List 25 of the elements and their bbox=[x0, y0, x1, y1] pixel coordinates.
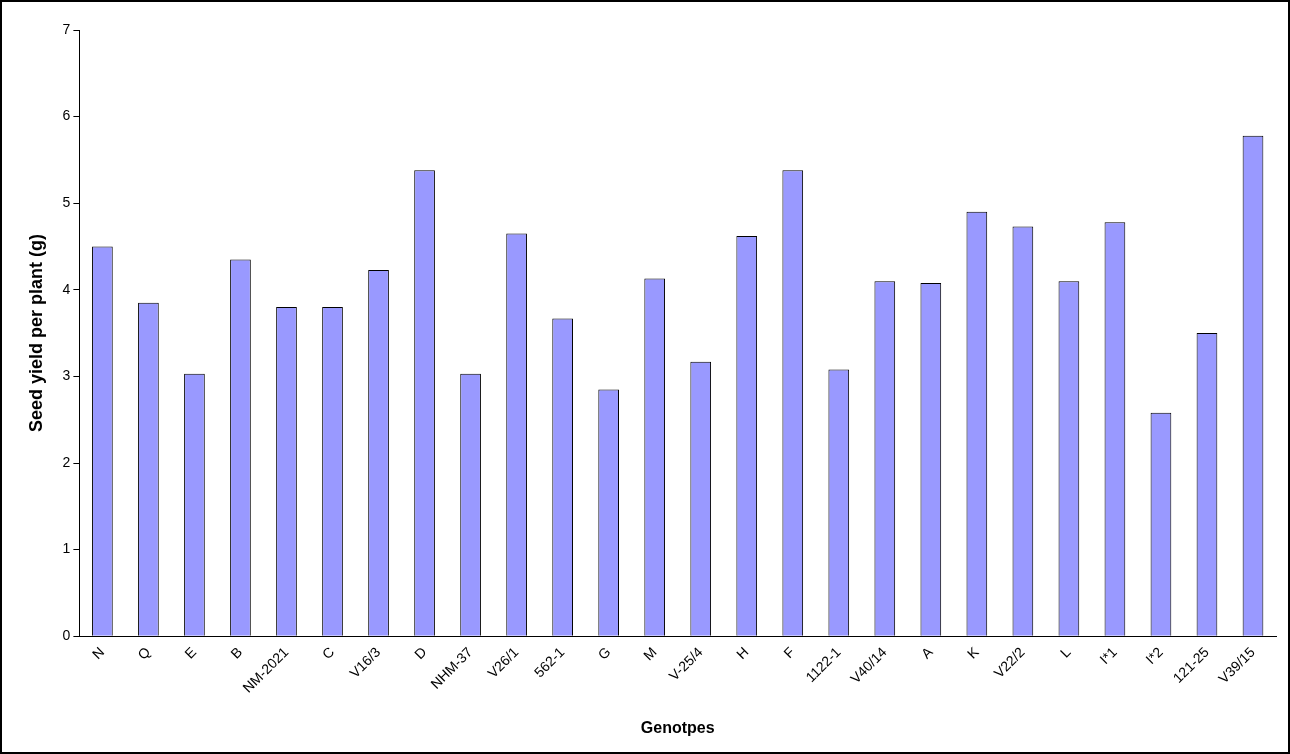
x-axis-title: Genotpes bbox=[640, 718, 715, 736]
y-axis-title: Seed yield per plant (g) bbox=[25, 234, 46, 433]
x-tick-label: G bbox=[594, 643, 614, 663]
x-tick-label: I*2 bbox=[1142, 643, 1166, 668]
x-tick-label: Q bbox=[134, 643, 154, 663]
y-tick-label: 6 bbox=[62, 107, 71, 124]
x-tick-label: K bbox=[963, 643, 983, 662]
x-tick-label: E bbox=[181, 643, 200, 662]
x-tick-label: F bbox=[780, 643, 798, 662]
x-tick-label: I*1 bbox=[1096, 643, 1120, 668]
x-tick-label: B bbox=[227, 643, 246, 662]
x-tick-label: L bbox=[1056, 643, 1074, 661]
x-tick-label: N bbox=[88, 643, 108, 663]
x-tick-label: D bbox=[410, 643, 430, 663]
x-tick-label: H bbox=[733, 643, 752, 663]
x-tick-label: A bbox=[917, 643, 937, 662]
y-tick-label: 1 bbox=[62, 540, 71, 557]
y-tick-label: 0 bbox=[62, 627, 71, 644]
y-tick-label: 3 bbox=[62, 367, 71, 384]
x-tick-label: C bbox=[318, 643, 338, 663]
y-tick-label: 4 bbox=[62, 280, 71, 297]
y-tick-label: 2 bbox=[62, 453, 71, 470]
x-tick-label: M bbox=[639, 643, 660, 664]
y-tick-label: 7 bbox=[62, 20, 71, 37]
y-tick-label: 5 bbox=[62, 194, 71, 211]
